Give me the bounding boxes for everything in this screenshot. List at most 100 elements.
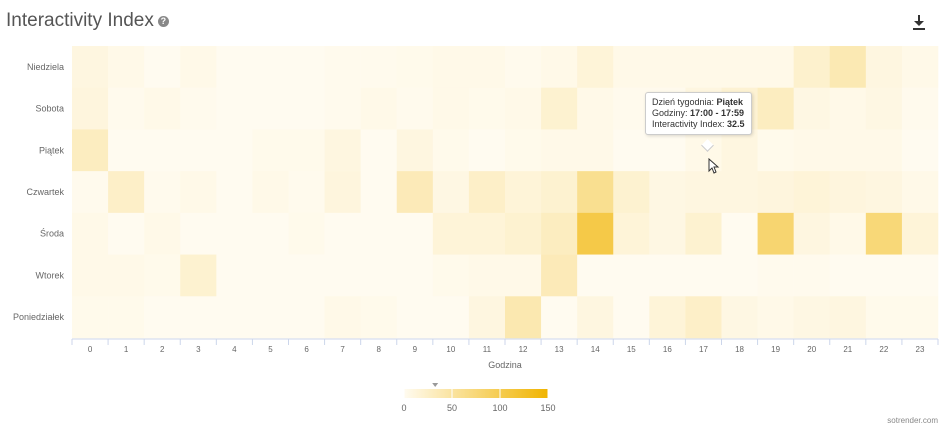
heatmap-cell[interactable] — [324, 171, 361, 214]
heatmap-cell[interactable] — [72, 254, 109, 297]
heatmap-cell[interactable] — [396, 212, 434, 255]
heatmap-cell[interactable] — [468, 296, 506, 339]
heatmap-cell[interactable] — [324, 254, 361, 297]
heatmap-cell[interactable] — [901, 171, 939, 214]
heatmap-cell[interactable] — [324, 129, 361, 172]
heatmap-cell[interactable] — [613, 129, 650, 172]
heatmap-cell[interactable] — [72, 212, 109, 255]
heatmap-cell[interactable] — [396, 87, 434, 130]
heatmap-cell[interactable] — [721, 254, 758, 297]
heatmap-cell[interactable] — [216, 212, 253, 255]
heatmap-cell[interactable] — [685, 171, 722, 214]
heatmap-cell[interactable] — [901, 129, 939, 172]
heatmap-cell[interactable] — [288, 46, 325, 89]
heatmap-cell[interactable] — [829, 296, 867, 339]
heatmap-cell[interactable] — [829, 212, 867, 255]
heatmap-cell[interactable] — [721, 46, 758, 89]
heatmap-cell[interactable] — [216, 87, 253, 130]
heatmap-cell[interactable] — [108, 87, 145, 130]
heatmap-cell[interactable] — [360, 129, 398, 172]
heatmap-cell[interactable] — [505, 46, 542, 89]
heatmap-cell[interactable] — [577, 296, 614, 339]
heatmap-cell[interactable] — [721, 129, 758, 172]
heatmap-cell[interactable] — [360, 87, 398, 130]
heatmap-cell[interactable] — [613, 254, 650, 297]
heatmap-cell[interactable] — [324, 87, 361, 130]
heatmap-cell[interactable] — [144, 254, 181, 297]
heatmap-cell[interactable] — [252, 129, 289, 172]
heatmap-cell[interactable] — [252, 212, 289, 255]
heatmap-cell[interactable] — [396, 171, 434, 214]
heatmap-cell[interactable] — [144, 87, 181, 130]
heatmap-cell[interactable] — [793, 212, 831, 255]
heatmap-cell[interactable] — [901, 254, 939, 297]
heatmap-cell[interactable] — [216, 254, 253, 297]
heatmap-cell[interactable] — [505, 212, 542, 255]
heatmap-cell[interactable] — [468, 46, 506, 89]
heatmap-cell[interactable] — [757, 171, 794, 214]
download-icon[interactable] — [912, 14, 926, 30]
heatmap-cell[interactable] — [468, 171, 506, 214]
heatmap-cell[interactable] — [577, 87, 614, 130]
heatmap-cell[interactable] — [613, 171, 650, 214]
heatmap-cell[interactable] — [216, 129, 253, 172]
heatmap-cell[interactable] — [252, 171, 289, 214]
heatmap-cell[interactable] — [180, 46, 217, 89]
heatmap-cell[interactable] — [108, 171, 145, 214]
heatmap-cell[interactable] — [541, 296, 578, 339]
heatmap-cell[interactable] — [432, 46, 470, 89]
heatmap-cell[interactable] — [865, 87, 903, 130]
heatmap-cell[interactable] — [901, 87, 939, 130]
heatmap-cell[interactable] — [577, 212, 614, 255]
heatmap-cell[interactable] — [288, 129, 325, 172]
heatmap-cell[interactable] — [360, 171, 398, 214]
heatmap-cell[interactable] — [108, 46, 145, 89]
heatmap-cell[interactable] — [288, 212, 325, 255]
heatmap-cell[interactable] — [829, 129, 867, 172]
heatmap-cell[interactable] — [288, 254, 325, 297]
heatmap-cell[interactable] — [649, 212, 686, 255]
heatmap-cell[interactable] — [865, 171, 903, 214]
heatmap-cell[interactable] — [180, 296, 217, 339]
heatmap-cell[interactable] — [865, 46, 903, 89]
heatmap-cell[interactable] — [396, 296, 434, 339]
heatmap-cell[interactable] — [72, 46, 109, 89]
heatmap-cell[interactable] — [901, 296, 939, 339]
heatmap-cell[interactable] — [324, 296, 361, 339]
help-icon[interactable]: ? — [157, 15, 169, 27]
heatmap-cell[interactable] — [685, 212, 722, 255]
heatmap-cell[interactable] — [252, 254, 289, 297]
heatmap-cell[interactable] — [360, 296, 398, 339]
heatmap-cell[interactable] — [829, 46, 867, 89]
heatmap-cell[interactable] — [360, 46, 398, 89]
heatmap-cell[interactable] — [360, 254, 398, 297]
heatmap-cell[interactable] — [829, 87, 867, 130]
heatmap-cell[interactable] — [180, 254, 217, 297]
heatmap-cell[interactable] — [757, 212, 794, 255]
heatmap-cell[interactable] — [793, 296, 831, 339]
heatmap-cell[interactable] — [505, 254, 542, 297]
heatmap-cell[interactable] — [577, 46, 614, 89]
heatmap-cell[interactable] — [180, 171, 217, 214]
heatmap-cell[interactable] — [468, 87, 506, 130]
heatmap-cell[interactable] — [505, 129, 542, 172]
heatmap-cell[interactable] — [757, 46, 794, 89]
heatmap-cell[interactable] — [432, 87, 470, 130]
heatmap-cell[interactable] — [577, 129, 614, 172]
heatmap-cell[interactable] — [541, 46, 578, 89]
heatmap-cell[interactable] — [577, 171, 614, 214]
heatmap-cell[interactable] — [468, 254, 506, 297]
heatmap-cell[interactable] — [649, 46, 686, 89]
heatmap-cell[interactable] — [396, 46, 434, 89]
heatmap-cell[interactable] — [721, 296, 758, 339]
heatmap-cell[interactable] — [685, 46, 722, 89]
heatmap-cell[interactable] — [757, 296, 794, 339]
heatmap-cell[interactable] — [144, 129, 181, 172]
heatmap-cell[interactable] — [505, 171, 542, 214]
heatmap-cell[interactable] — [432, 171, 470, 214]
heatmap-cell[interactable] — [432, 212, 470, 255]
heatmap-cell[interactable] — [180, 129, 217, 172]
heatmap-cell[interactable] — [180, 212, 217, 255]
heatmap-cell[interactable] — [505, 87, 542, 130]
heatmap-cell[interactable] — [288, 296, 325, 339]
